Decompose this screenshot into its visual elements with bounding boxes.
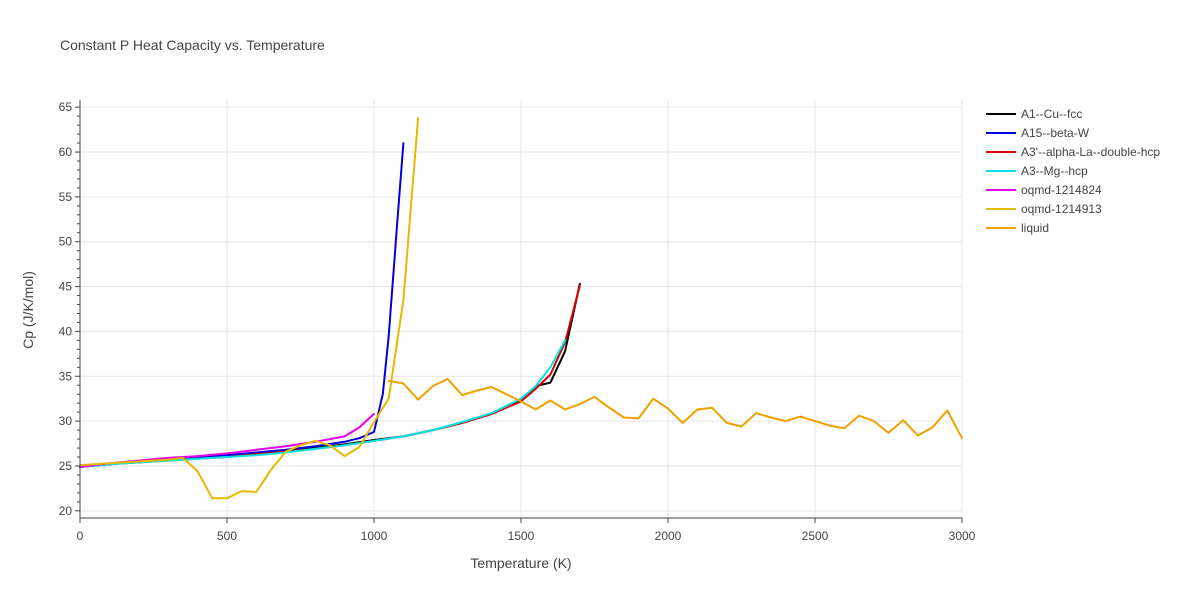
series-line-5[interactable] (79, 116, 420, 500)
x-tick-label: 1500 (508, 529, 535, 543)
legend-item[interactable]: liquid (986, 221, 1049, 235)
x-tick-label: 0 (77, 529, 84, 543)
y-tick-label: 65 (59, 100, 73, 114)
y-tick-label: 25 (59, 459, 73, 473)
legend-label: A1--Cu--fcc (1021, 107, 1082, 121)
x-tick-label: 2500 (802, 529, 829, 543)
series-layer (79, 116, 963, 500)
x-axis-title: Temperature (K) (470, 555, 571, 571)
legend-item[interactable]: A15--beta-W (986, 126, 1090, 140)
legend-label: A15--beta-W (1021, 126, 1090, 140)
legend-label: A3'--alpha-La--double-hcp (1021, 145, 1160, 159)
y-tick-label: 60 (59, 145, 73, 159)
y-tick-labels: 20 25 30 35 40 45 50 55 60 65 (59, 100, 80, 518)
series-line-3[interactable] (79, 339, 567, 468)
legend-label: oqmd-1214824 (1021, 183, 1102, 197)
y-tick-label: 40 (59, 324, 73, 338)
y-tick-label: 45 (59, 280, 73, 294)
x-tick-label: 500 (217, 529, 237, 543)
y-tick-label: 30 (59, 414, 73, 428)
x-tick-label: 3000 (949, 529, 976, 543)
legend-item[interactable]: oqmd-1214824 (986, 183, 1102, 197)
legend[interactable]: A1--Cu--fcc A15--beta-W A3'--alpha-La--dou… (986, 107, 1160, 235)
y-tick-label: 55 (59, 190, 73, 204)
y-tick-label: 20 (59, 504, 73, 518)
legend-item[interactable]: A3--Mg--hcp (986, 164, 1088, 178)
series-line-1[interactable] (79, 142, 405, 468)
series-line-6[interactable] (387, 378, 963, 440)
legend-item[interactable]: A3'--alpha-La--double-hcp (986, 145, 1160, 159)
x-tick-labels: 0 500 1000 1500 2000 2500 3000 (77, 518, 976, 543)
y-tick-label: 35 (59, 369, 73, 383)
grid-lines (80, 100, 963, 518)
legend-item[interactable]: A1--Cu--fcc (986, 107, 1082, 121)
x-tick-label: 1000 (361, 529, 388, 543)
legend-item[interactable]: oqmd-1214913 (986, 202, 1102, 216)
y-tick-label: 50 (59, 235, 73, 249)
y-axis-title: Cp (J/K/mol) (20, 271, 36, 349)
x-tick-label: 2000 (655, 529, 682, 543)
chart-title: Constant P Heat Capacity vs. Temperature (60, 37, 325, 53)
legend-label: liquid (1021, 221, 1049, 235)
legend-label: oqmd-1214913 (1021, 202, 1102, 216)
legend-label: A3--Mg--hcp (1021, 164, 1088, 178)
